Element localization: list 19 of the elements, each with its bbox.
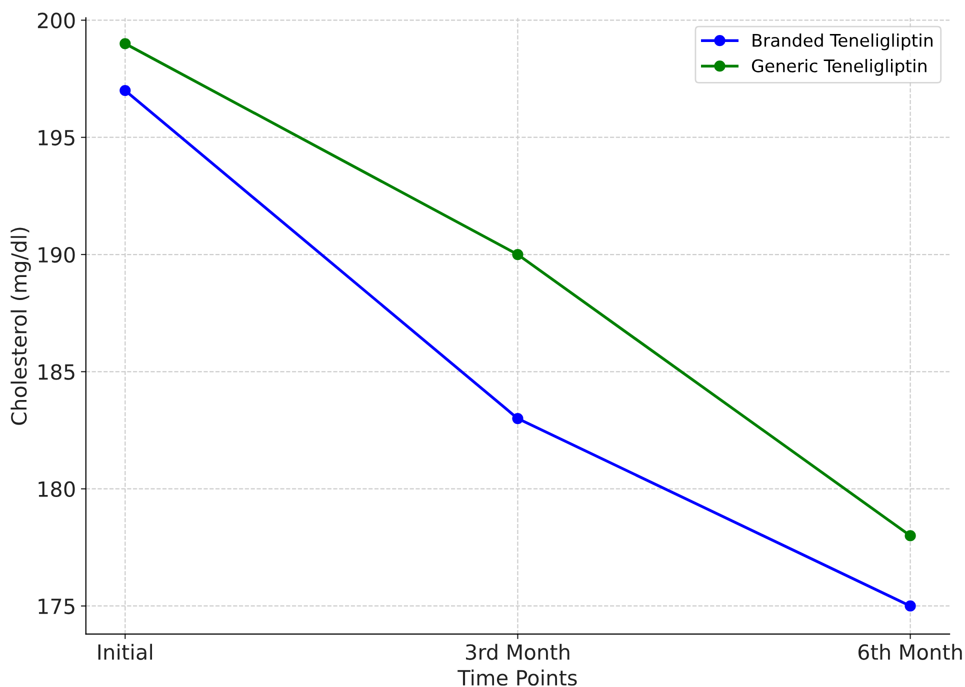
- x-tick-label: 3rd Month: [466, 644, 570, 660]
- y-tick-label: 190: [38, 246, 75, 263]
- point: [904, 600, 916, 612]
- y-tick-label: 180: [38, 481, 75, 498]
- point: [120, 38, 131, 50]
- x-tick-label: Initial: [98, 644, 152, 660]
- legend-label: Branded Teneligliptin: [752, 33, 932, 50]
- y-axis-title: Cholesterol (mg/dl): [10, 228, 31, 425]
- point: [512, 412, 524, 424]
- point: [512, 248, 524, 260]
- y-tick-label: 185: [38, 364, 74, 380]
- y-tick-label: 175: [38, 598, 74, 614]
- legend-label: Generic Teneligliptin: [752, 58, 926, 76]
- point: [904, 530, 916, 542]
- x-tick-label: 6th Month: [858, 644, 962, 660]
- point: [120, 84, 131, 96]
- y-tick-label: 195: [38, 130, 74, 146]
- x-axis-title: Time Points: [458, 670, 577, 686]
- y-tick-label: 200: [38, 12, 75, 28]
